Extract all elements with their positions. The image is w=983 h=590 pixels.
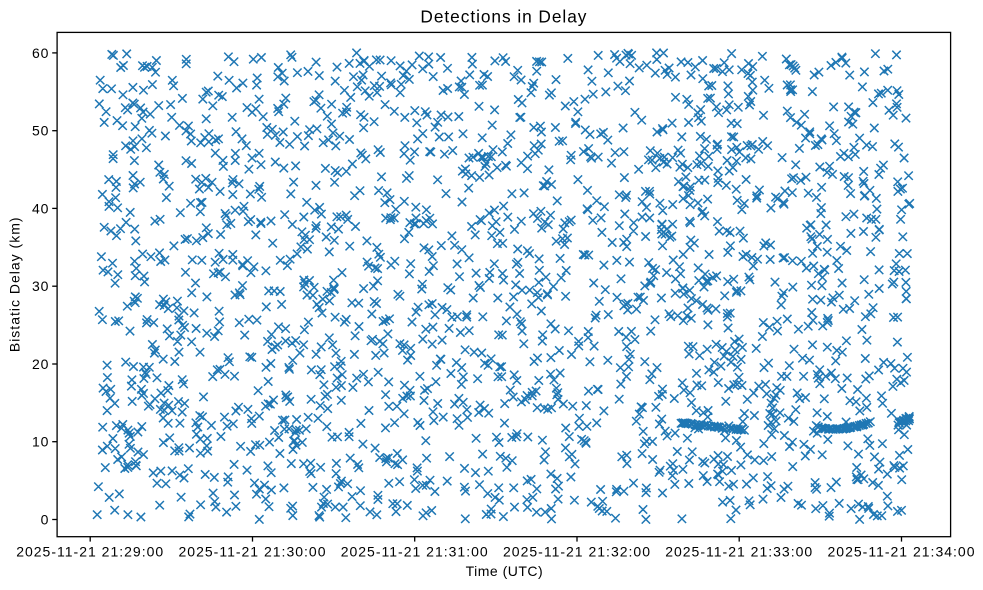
svg-text:Detections in Delay: Detections in Delay [420, 7, 587, 27]
svg-text:Time (UTC): Time (UTC) [466, 563, 544, 579]
svg-text:10: 10 [32, 434, 49, 450]
svg-text:2025-11-21 21:29:00: 2025-11-21 21:29:00 [16, 544, 164, 560]
svg-text:2025-11-21 21:32:00: 2025-11-21 21:32:00 [503, 544, 651, 560]
svg-text:Bistatic Delay (km): Bistatic Delay (km) [7, 216, 23, 352]
svg-text:20: 20 [32, 356, 49, 372]
svg-text:2025-11-21 21:30:00: 2025-11-21 21:30:00 [179, 544, 327, 560]
svg-text:2025-11-21 21:34:00: 2025-11-21 21:34:00 [828, 544, 976, 560]
svg-text:2025-11-21 21:33:00: 2025-11-21 21:33:00 [665, 544, 813, 560]
svg-text:60: 60 [32, 45, 49, 61]
svg-text:40: 40 [32, 200, 49, 216]
svg-text:30: 30 [32, 278, 49, 294]
svg-text:2025-11-21 21:31:00: 2025-11-21 21:31:00 [341, 544, 489, 560]
svg-text:0: 0 [41, 512, 50, 528]
svg-text:50: 50 [32, 123, 49, 139]
